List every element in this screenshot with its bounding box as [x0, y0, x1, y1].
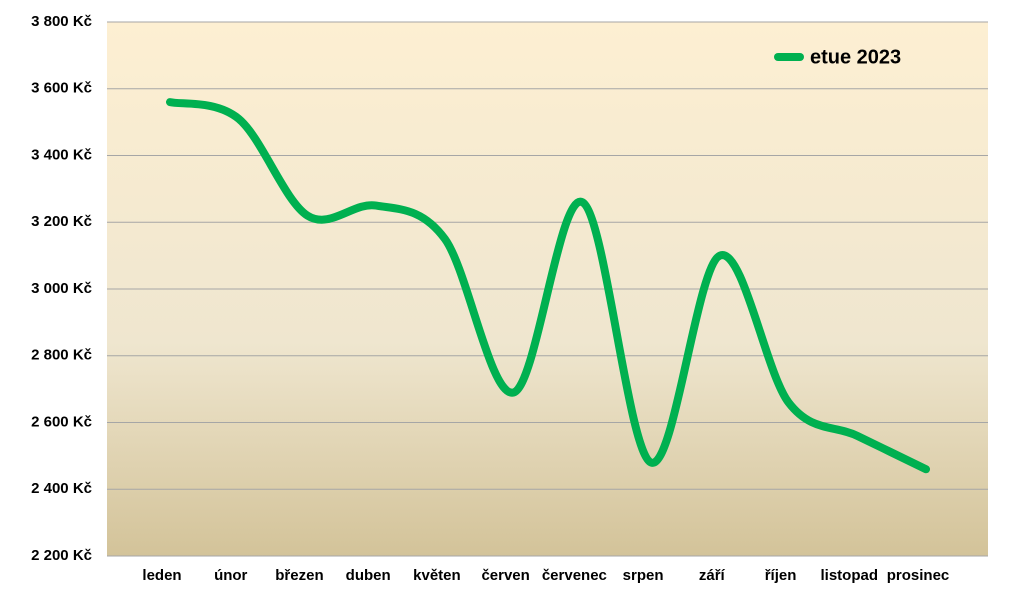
x-tick-label: říjen	[765, 567, 797, 584]
x-tick-label: září	[699, 567, 726, 584]
y-tick-label: 3 000 Kč	[31, 280, 92, 297]
x-tick-label: květen	[413, 567, 461, 584]
y-tick-label: 3 400 Kč	[31, 146, 92, 163]
x-tick-label: červenec	[542, 567, 607, 584]
x-tick-label: srpen	[623, 567, 664, 584]
y-tick-label: 3 200 Kč	[31, 213, 92, 230]
y-tick-label: 2 200 Kč	[31, 547, 92, 564]
legend-label: etue 2023	[810, 46, 901, 68]
x-tick-label: prosinec	[887, 567, 950, 584]
x-tick-label: únor	[214, 567, 247, 584]
x-tick-label: listopad	[821, 567, 879, 584]
y-tick-label: 3 800 Kč	[31, 13, 92, 30]
y-tick-label: 2 800 Kč	[31, 347, 92, 364]
y-tick-label: 3 600 Kč	[31, 80, 92, 97]
x-tick-label: červen	[481, 567, 529, 584]
x-tick-label: duben	[346, 567, 391, 584]
y-tick-label: 2 400 Kč	[31, 480, 92, 497]
y-tick-label: 2 600 Kč	[31, 413, 92, 430]
series-line	[166, 98, 930, 474]
x-tick-label: leden	[142, 567, 181, 584]
x-tick-label: březen	[275, 567, 323, 584]
